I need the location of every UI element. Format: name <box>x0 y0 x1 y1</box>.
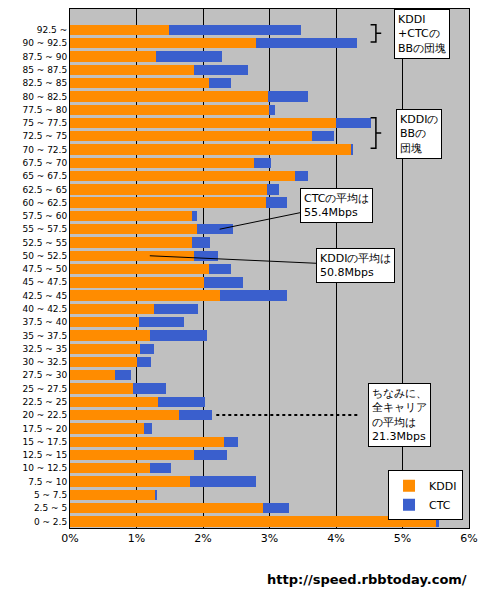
svg-text:80 ~ 82.5: 80 ~ 82.5 <box>22 92 67 102</box>
svg-text:57.5 ~ 60: 57.5 ~ 60 <box>22 211 67 221</box>
svg-text:30 ~ 32.5: 30 ~ 32.5 <box>22 357 67 367</box>
svg-text:10 ~ 12.5: 10 ~ 12.5 <box>22 463 67 473</box>
svg-text:17.5 ~ 20: 17.5 ~ 20 <box>22 424 67 434</box>
svg-text:7.5 ~ 10: 7.5 ~ 10 <box>28 477 67 487</box>
svg-text:67.5 ~ 70: 67.5 ~ 70 <box>22 158 67 168</box>
svg-text:5 ~ 7.5: 5 ~ 7.5 <box>34 490 67 500</box>
svg-text:KDDIのBBの団塊: KDDIのBBの団塊 <box>400 113 438 155</box>
svg-text:0 ~ 2.5: 0 ~ 2.5 <box>34 517 67 527</box>
svg-text:27.5 ~ 30: 27.5 ~ 30 <box>22 370 67 380</box>
svg-text:ちなみに、全キャリアの平均は21.3Mbps: ちなみに、全キャリアの平均は21.3Mbps <box>372 387 427 443</box>
svg-text:KDDIの平均は50.8Mbps: KDDIの平均は50.8Mbps <box>320 252 391 279</box>
svg-text:70 ~ 72.5: 70 ~ 72.5 <box>22 145 67 155</box>
svg-text:40 ~ 42.5: 40 ~ 42.5 <box>22 304 67 314</box>
svg-text:60 ~ 62.5: 60 ~ 62.5 <box>22 198 67 208</box>
svg-text:2%: 2% <box>194 532 211 545</box>
svg-text:72.5 ~ 75: 72.5 ~ 75 <box>22 131 67 141</box>
svg-text:20 ~ 22.5: 20 ~ 22.5 <box>22 410 67 420</box>
svg-text:77.5 ~ 80: 77.5 ~ 80 <box>22 105 67 115</box>
svg-text:4%: 4% <box>327 532 344 545</box>
svg-text:82.5 ~ 85: 82.5 ~ 85 <box>22 78 67 88</box>
svg-text:55 ~ 57.5: 55 ~ 57.5 <box>22 224 67 234</box>
svg-text:KDDI+CTCのBBの団塊: KDDI+CTCのBBの団塊 <box>398 13 446 55</box>
svg-text:62.5 ~ 65: 62.5 ~ 65 <box>22 185 67 195</box>
svg-text:22.5 ~ 25: 22.5 ~ 25 <box>22 397 67 407</box>
svg-text:45 ~ 47.5: 45 ~ 47.5 <box>22 277 67 287</box>
svg-text:52.5 ~ 55: 52.5 ~ 55 <box>22 238 67 248</box>
svg-text:47.5 ~ 50: 47.5 ~ 50 <box>22 264 67 274</box>
svg-text:92.5 ~: 92.5 ~ <box>37 25 67 35</box>
svg-text:0%: 0% <box>61 532 78 545</box>
svg-text:3%: 3% <box>261 532 278 545</box>
svg-text:CTCの平均は55.4Mbps: CTCの平均は55.4Mbps <box>304 192 369 219</box>
svg-text:12.5 ~ 15: 12.5 ~ 15 <box>22 450 67 460</box>
svg-text:KDDI: KDDI <box>429 480 456 493</box>
svg-text:25 ~ 27.5: 25 ~ 27.5 <box>22 384 67 394</box>
svg-text:65 ~ 67.5: 65 ~ 67.5 <box>22 171 67 181</box>
svg-text:87.5 ~ 90: 87.5 ~ 90 <box>22 52 67 62</box>
svg-text:32.5 ~ 35: 32.5 ~ 35 <box>22 344 67 354</box>
svg-text:42.5 ~ 45: 42.5 ~ 45 <box>22 291 67 301</box>
svg-text:85 ~ 87.5: 85 ~ 87.5 <box>22 65 67 75</box>
svg-text:75 ~ 77.5: 75 ~ 77.5 <box>22 118 67 128</box>
svg-text:35 ~ 37.5: 35 ~ 37.5 <box>22 331 67 341</box>
svg-text:5%: 5% <box>394 532 411 545</box>
svg-text:90 ~ 92.5: 90 ~ 92.5 <box>22 38 67 48</box>
svg-text:50 ~ 52.5: 50 ~ 52.5 <box>22 251 67 261</box>
svg-text:2.5 ~ 5: 2.5 ~ 5 <box>34 503 67 513</box>
svg-text:1%: 1% <box>128 532 145 545</box>
svg-text:37.5 ~ 40: 37.5 ~ 40 <box>22 317 67 327</box>
svg-text:CTC: CTC <box>429 499 451 512</box>
svg-text:6%: 6% <box>460 532 477 545</box>
svg-text:http://speed.rbbtoday.com/: http://speed.rbbtoday.com/ <box>267 572 467 587</box>
svg-text:15 ~ 17.5: 15 ~ 17.5 <box>22 437 67 447</box>
